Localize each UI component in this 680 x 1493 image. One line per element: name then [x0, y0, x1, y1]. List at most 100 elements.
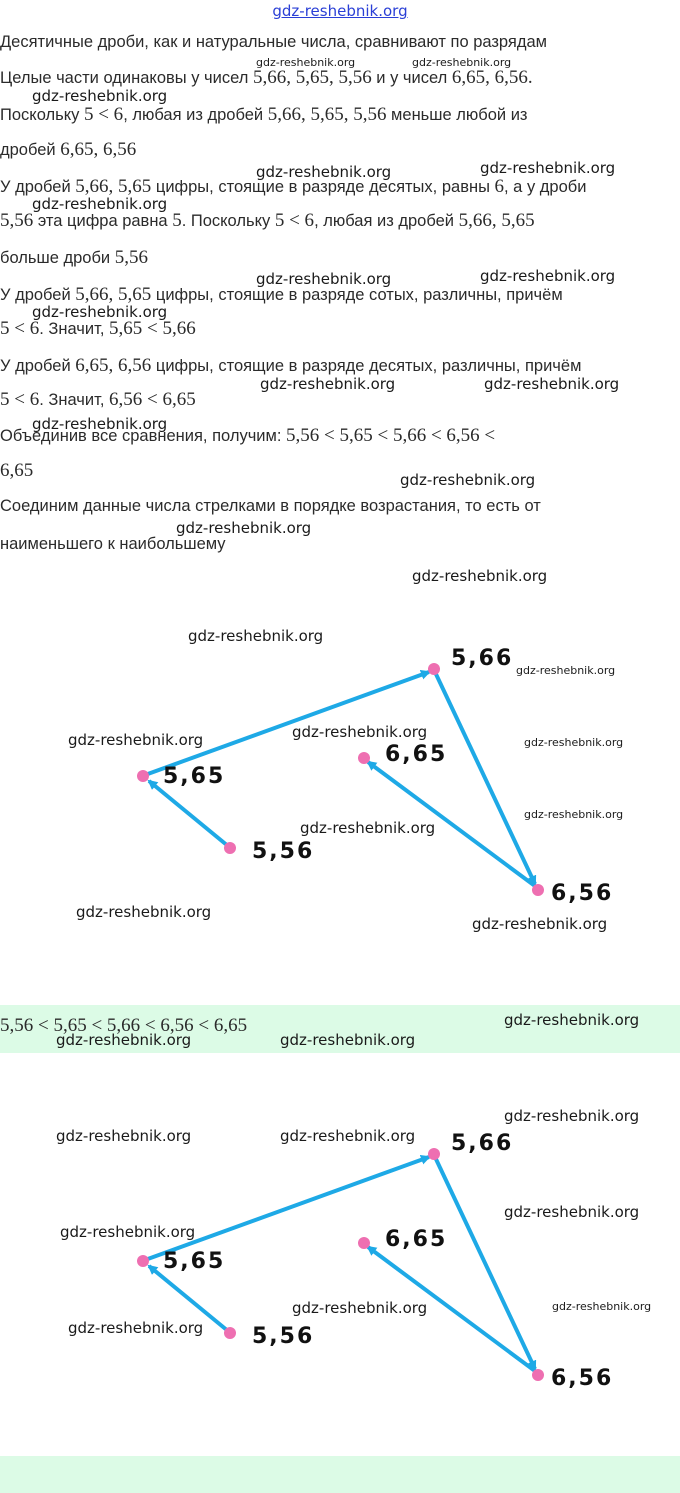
watermark: gdz-reshebnik.org: [256, 163, 392, 181]
watermark: gdz-reshebnik.org: [412, 567, 548, 585]
math: 5 < 6: [83, 104, 124, 125]
watermark: gdz-reshebnik.org: [56, 1127, 192, 1145]
math: 6,56 < 6,65: [109, 389, 196, 410]
math: 5 < 6: [0, 318, 40, 339]
node-556-dot: [224, 1327, 236, 1339]
watermark: gdz-reshebnik.org: [76, 903, 212, 921]
arrow-656-to-665: [366, 760, 537, 888]
node-665-label: 6,65: [385, 742, 447, 767]
watermark: gdz-reshebnik.org: [400, 471, 536, 489]
math: 6,65, 6,56: [75, 355, 152, 376]
text: , а у дроби: [504, 178, 587, 196]
watermark: gdz-reshebnik.org: [524, 736, 624, 749]
math: 5,56: [114, 247, 148, 268]
text: цифры, стоящие в разряде десятых, различ…: [151, 357, 582, 375]
node-566-dot: [428, 1148, 440, 1160]
watermark: gdz-reshebnik.org: [32, 415, 168, 433]
math: 5,66, 5,65: [75, 284, 152, 305]
text-line-8: У дробей 5,66, 5,65 цифры, стоящие в раз…: [0, 284, 563, 306]
node-565-label: 5,65: [163, 1249, 225, 1274]
text: меньше любой из: [386, 106, 528, 124]
text: Целые части одинаковы у чисел: [0, 69, 253, 87]
text: . Поскольку: [181, 212, 275, 230]
text-line-3: Поскольку 5 < 6, любая из дробей 5,66, 5…: [0, 104, 528, 126]
watermark: gdz-reshebnik.org: [32, 195, 168, 213]
math: 5,66, 5,65: [75, 176, 152, 197]
text-line-5: У дробей 5,66, 5,65 цифры, стоящие в раз…: [0, 176, 586, 198]
text-line-1: Десятичные дроби, как и натуральные числ…: [0, 33, 547, 52]
node-656-dot: [532, 884, 544, 896]
watermark: gdz-reshebnik.org: [176, 519, 312, 537]
text: цифры, стоящие в разряде сотых, различны…: [151, 286, 563, 304]
text-line-10: У дробей 6,65, 6,56 цифры, стоящие в раз…: [0, 355, 581, 377]
watermark: gdz-reshebnik.org: [68, 1319, 204, 1337]
node-665-label: 6,65: [385, 1227, 447, 1252]
math: 6,65, 6,56.: [451, 67, 533, 88]
watermark: gdz-reshebnik.org: [480, 267, 616, 285]
text-line-12: Объединив все сравнения, получим: 5,56 <…: [0, 425, 495, 447]
text-line-15: наименьшего к наибольшему: [0, 535, 226, 554]
text: эта цифра равна: [33, 212, 173, 230]
text: Десятичные дроби, как и натуральные числ…: [0, 33, 548, 51]
node-566-label: 5,66: [451, 1131, 513, 1156]
watermark: gdz-reshebnik.org: [188, 627, 324, 645]
text: больше дроби: [0, 249, 115, 267]
arrow-556-to-565: [147, 779, 230, 848]
text: У дробей: [0, 357, 76, 375]
math: 5,66, 5,65, 5,56: [252, 67, 372, 88]
watermark: gdz-reshebnik.org: [68, 731, 204, 749]
math: 6,65, 6,56: [60, 139, 137, 160]
math: 5,56 < 5,65 < 5,66 < 6,56 <: [286, 425, 496, 446]
node-565-dot: [137, 770, 149, 782]
text-line-11: 5 < 6. Значит, 6,56 < 6,65: [0, 389, 196, 411]
site-link[interactable]: gdz-reshebnik.org: [272, 2, 408, 20]
watermark: gdz-reshebnik.org: [56, 1031, 192, 1049]
arrow-556-to-565: [147, 1264, 230, 1333]
watermark: gdz-reshebnik.org: [32, 87, 168, 105]
math: 5,66, 5,65: [458, 210, 535, 231]
text: цифры, стоящие в разряде десятых, равны: [151, 178, 495, 196]
text: наименьшего к наибольшему: [0, 535, 226, 553]
watermark: gdz-reshebnik.org: [504, 1107, 640, 1125]
arrow-diagram-2: 5,65 5,56 5,66 6,65 6,56: [137, 1131, 613, 1391]
watermark: gdz-reshebnik.org: [280, 1031, 416, 1049]
answer-text: 5,56 < 5,65 < 5,66 < 6,56 < 6,65: [0, 1015, 248, 1036]
arrow-656-to-665: [366, 1245, 537, 1373]
math: 5 < 6: [274, 210, 315, 231]
text-line-14: Соединим данные числа стрелками в порядк…: [0, 497, 541, 516]
text-line-4: дробей 6,65, 6,56: [0, 139, 136, 161]
watermark: gdz-reshebnik.org: [504, 1011, 640, 1029]
node-556-label: 5,56: [252, 839, 314, 864]
math: 5,66, 5,65, 5,56: [267, 104, 387, 125]
node-656-label: 6,56: [551, 1366, 613, 1391]
text-line-13: 6,65: [0, 460, 33, 482]
text: и у чисел: [371, 69, 452, 87]
node-665-dot: [358, 752, 370, 764]
watermark: gdz-reshebnik.org: [412, 56, 512, 69]
watermark: gdz-reshebnik.org: [260, 375, 396, 393]
node-556-label: 5,56: [252, 1324, 314, 1349]
text: Объединив все сравнения, получим:: [0, 427, 287, 445]
watermark: gdz-reshebnik.org: [524, 808, 624, 821]
node-565-dot: [137, 1255, 149, 1267]
text-line-6: 5,56 эта цифра равна 5. Поскольку 5 < 6,…: [0, 210, 535, 232]
text: У дробей: [0, 178, 76, 196]
arrow-565-to-566: [144, 1155, 431, 1262]
text-line-7: больше дроби 5,56: [0, 247, 148, 269]
text-line-2: Целые части одинаковы у чисел 5,66, 5,65…: [0, 67, 533, 89]
watermark: gdz-reshebnik.org: [32, 303, 168, 321]
watermark: gdz-reshebnik.org: [472, 915, 608, 933]
watermark: gdz-reshebnik.org: [256, 56, 356, 69]
text: Соединим данные числа стрелками в порядк…: [0, 497, 541, 515]
arrow-566-to-656: [433, 671, 537, 886]
arrow-565-to-566: [144, 670, 431, 777]
text: Поскольку: [0, 106, 84, 124]
math: 5,65 < 5,66: [109, 318, 196, 339]
math: 5: [172, 210, 182, 231]
node-656-label: 6,56: [551, 881, 613, 906]
arrow-diagram-1: 5,65 5,56 5,66 6,65 6,56: [137, 646, 613, 906]
watermark: gdz-reshebnik.org: [292, 1299, 428, 1317]
answer-band: 5,56 < 5,65 < 5,66 < 6,56 < 6,65: [0, 1005, 680, 1053]
watermark: gdz-reshebnik.org: [504, 1203, 640, 1221]
watermark: gdz-reshebnik.org: [484, 375, 620, 393]
